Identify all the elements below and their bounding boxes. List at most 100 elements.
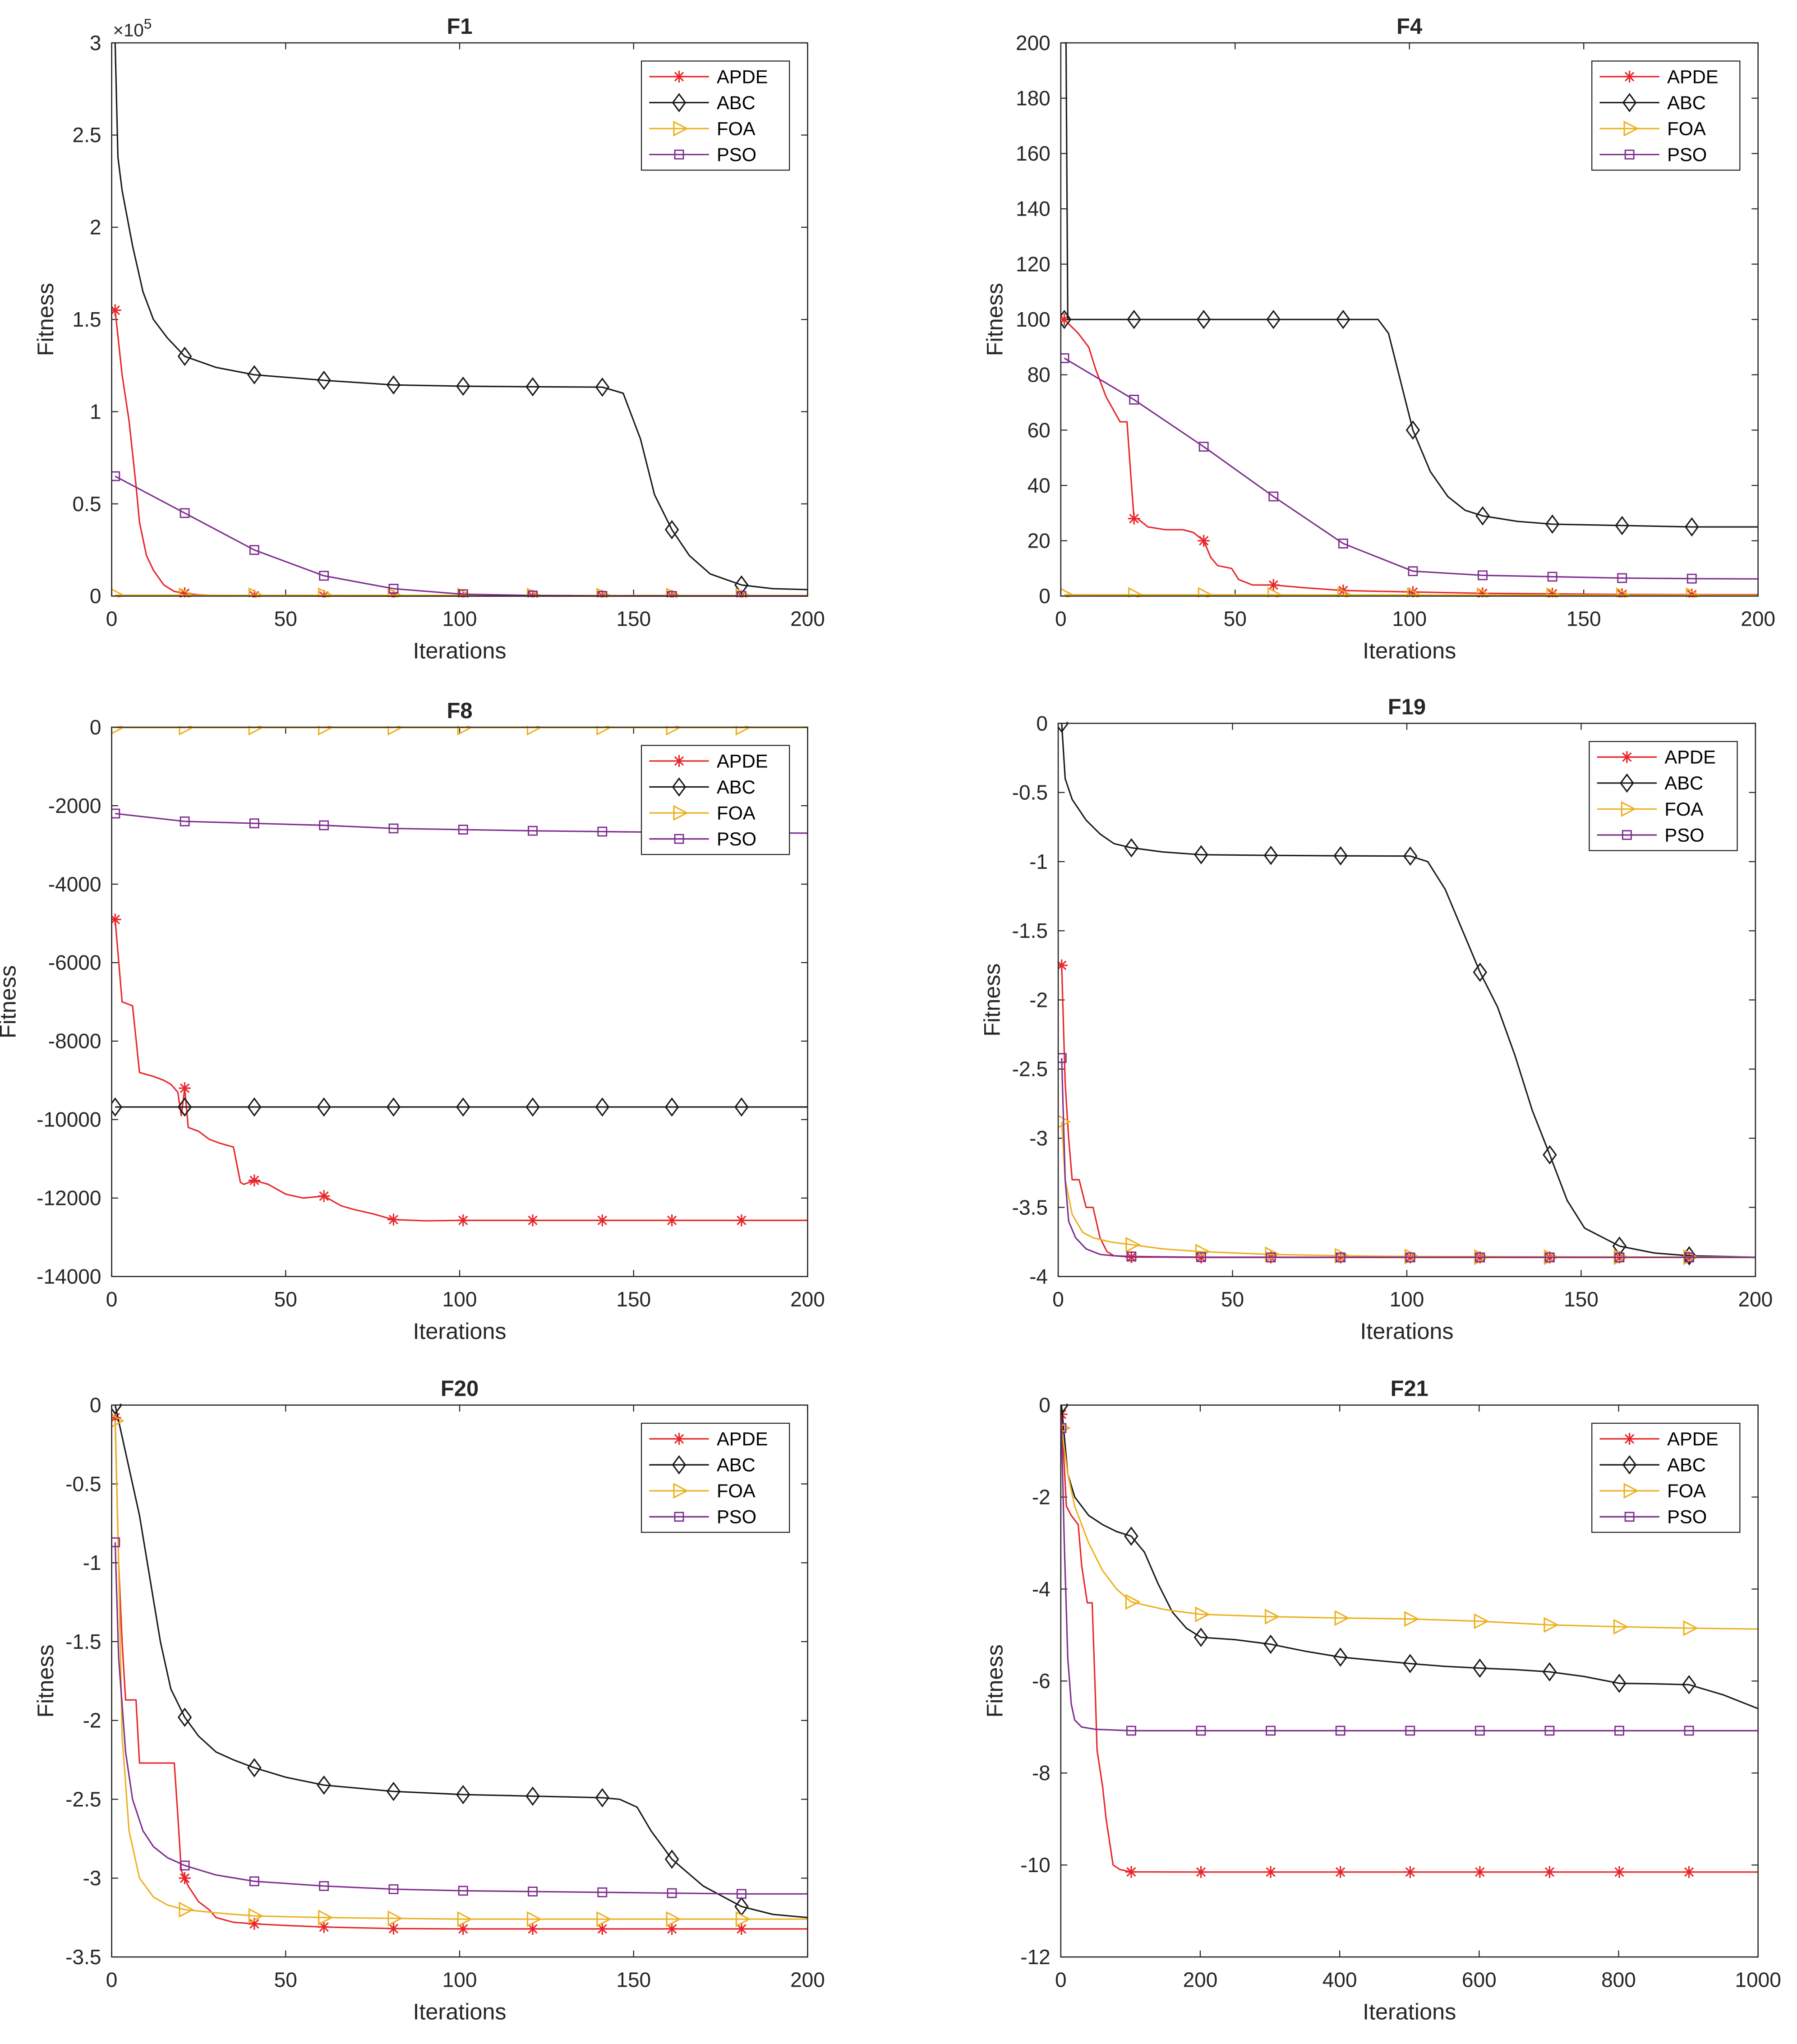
marker-foa — [111, 1414, 124, 1428]
plot-frame — [1060, 1404, 1759, 1958]
marker-apde — [457, 1923, 469, 1935]
marker-abc — [177, 346, 192, 366]
marker-pso — [528, 826, 538, 836]
marker-abc — [111, 1097, 123, 1117]
plot-frame — [1057, 723, 1756, 1278]
legend-label-apde: APDE — [717, 1428, 768, 1449]
legend-marker-apde — [673, 1433, 685, 1445]
marker-pso — [1475, 1252, 1485, 1263]
series-group — [1060, 1403, 1758, 1878]
marker-abc — [1124, 838, 1139, 858]
legend-label-foa: FOA — [1667, 118, 1706, 139]
series-line-apde — [114, 919, 808, 1222]
series-line-abc — [1060, 1405, 1758, 1710]
marker-abc — [386, 1097, 401, 1117]
marker-abc — [1193, 1628, 1208, 1647]
marker-abc — [1196, 309, 1211, 329]
marker-pso — [1684, 1252, 1694, 1263]
y-tick-label: -10000 — [37, 1108, 101, 1131]
marker-pso — [1478, 570, 1488, 581]
legend-label-pso: PSO — [1667, 1506, 1707, 1527]
marker-pso — [1614, 1726, 1624, 1736]
marker-pso — [1196, 1252, 1206, 1262]
y-axis-label: Fitness — [0, 965, 21, 1038]
y-tick-label: 0 — [1039, 1393, 1051, 1417]
marker-foa — [248, 587, 264, 598]
x-axis-label: Iterations — [413, 1998, 506, 2024]
marker-abc — [1685, 517, 1699, 537]
y-tick-label: -6000 — [48, 951, 101, 974]
x-tick-label: 0 — [106, 1287, 118, 1311]
legend-box — [1591, 1422, 1741, 1533]
marker-pso — [1126, 1251, 1137, 1262]
marker-apde — [666, 1923, 678, 1935]
marker-apde — [179, 1872, 191, 1884]
x-tick-label: 150 — [1567, 607, 1601, 631]
legend: APDE ABC FOA PSO — [640, 60, 790, 171]
marker-abc — [111, 1403, 123, 1415]
marker-abc — [595, 377, 610, 397]
y-tick-label: -4000 — [48, 872, 101, 896]
marker-foa — [1128, 587, 1143, 598]
marker-pso — [1126, 1726, 1136, 1736]
series-line-foa — [1061, 1121, 1756, 1258]
y-tick-label: -2 — [1032, 1485, 1051, 1509]
marker-abc — [386, 1781, 401, 1801]
marker-foa — [1686, 587, 1701, 598]
x-tick-label: 0 — [1055, 607, 1067, 631]
x-tick-label: 100 — [1392, 607, 1427, 631]
legend: APDE ABC FOA PSO — [640, 1422, 790, 1533]
legend-label-foa: FOA — [717, 118, 756, 139]
marker-abc — [247, 365, 262, 385]
marker-pso — [111, 1537, 120, 1547]
y-tick-label: -2.5 — [65, 1787, 101, 1811]
y-tick-label: 140 — [1016, 197, 1051, 221]
marker-apde — [596, 1923, 608, 1935]
legend: APDE ABC FOA PSO — [1589, 741, 1738, 851]
marker-foa — [1546, 587, 1562, 598]
x-tick-label: 200 — [790, 1287, 825, 1311]
x-axis-label: Iterations — [1363, 1998, 1456, 2024]
y-tick-label: 1 — [90, 400, 101, 423]
y-tick-label: 0.5 — [73, 492, 101, 516]
marker-abc — [595, 1788, 610, 1808]
marker-apde — [1544, 1866, 1556, 1878]
x-tick-label: 100 — [442, 1287, 477, 1311]
marker-abc — [1612, 1674, 1627, 1693]
plot-frame — [111, 42, 808, 597]
y-tick-label: -2 — [83, 1709, 101, 1732]
marker-pso — [180, 508, 190, 518]
marker-foa — [318, 587, 333, 598]
marker-apde — [1613, 1866, 1626, 1878]
legend: APDE ABC FOA PSO — [640, 745, 790, 855]
marker-abc — [1127, 309, 1141, 329]
marker-apde — [735, 1214, 748, 1227]
panel-f1: 0 50 100 150 200 0 0.5 1 1.5 2 2.5 3 ×105 F1 Iteration… — [32, 14, 825, 664]
marker-foa — [1334, 1610, 1350, 1626]
y-tick-label: 3 — [90, 31, 101, 55]
legend-marker-foa — [673, 1483, 689, 1499]
marker-abc — [1473, 1658, 1487, 1678]
y-tick-label: -4 — [1029, 1265, 1048, 1288]
marker-abc — [456, 1785, 470, 1804]
marker-foa — [1060, 1423, 1071, 1434]
marker-pso — [1405, 1252, 1415, 1263]
marker-apde — [1128, 512, 1140, 525]
marker-apde — [318, 1190, 330, 1202]
marker-apde — [1125, 1866, 1138, 1878]
marker-pso — [1129, 395, 1139, 405]
marker-apde — [111, 304, 121, 316]
marker-foa — [1474, 1613, 1489, 1629]
y-axis-label: Fitness — [32, 283, 58, 356]
y-tick-label: 0 — [1039, 584, 1051, 608]
y-tick-label: -12 — [1020, 1945, 1051, 1969]
series-line-foa — [114, 1421, 808, 1920]
marker-apde — [1474, 1866, 1486, 1878]
marker-apde — [526, 1923, 539, 1935]
y-tick-label: 0 — [90, 715, 101, 739]
marker-pso — [319, 820, 329, 831]
x-tick-label: 200 — [790, 1968, 825, 1991]
marker-abc — [664, 1097, 679, 1117]
marker-foa — [1404, 1611, 1419, 1627]
